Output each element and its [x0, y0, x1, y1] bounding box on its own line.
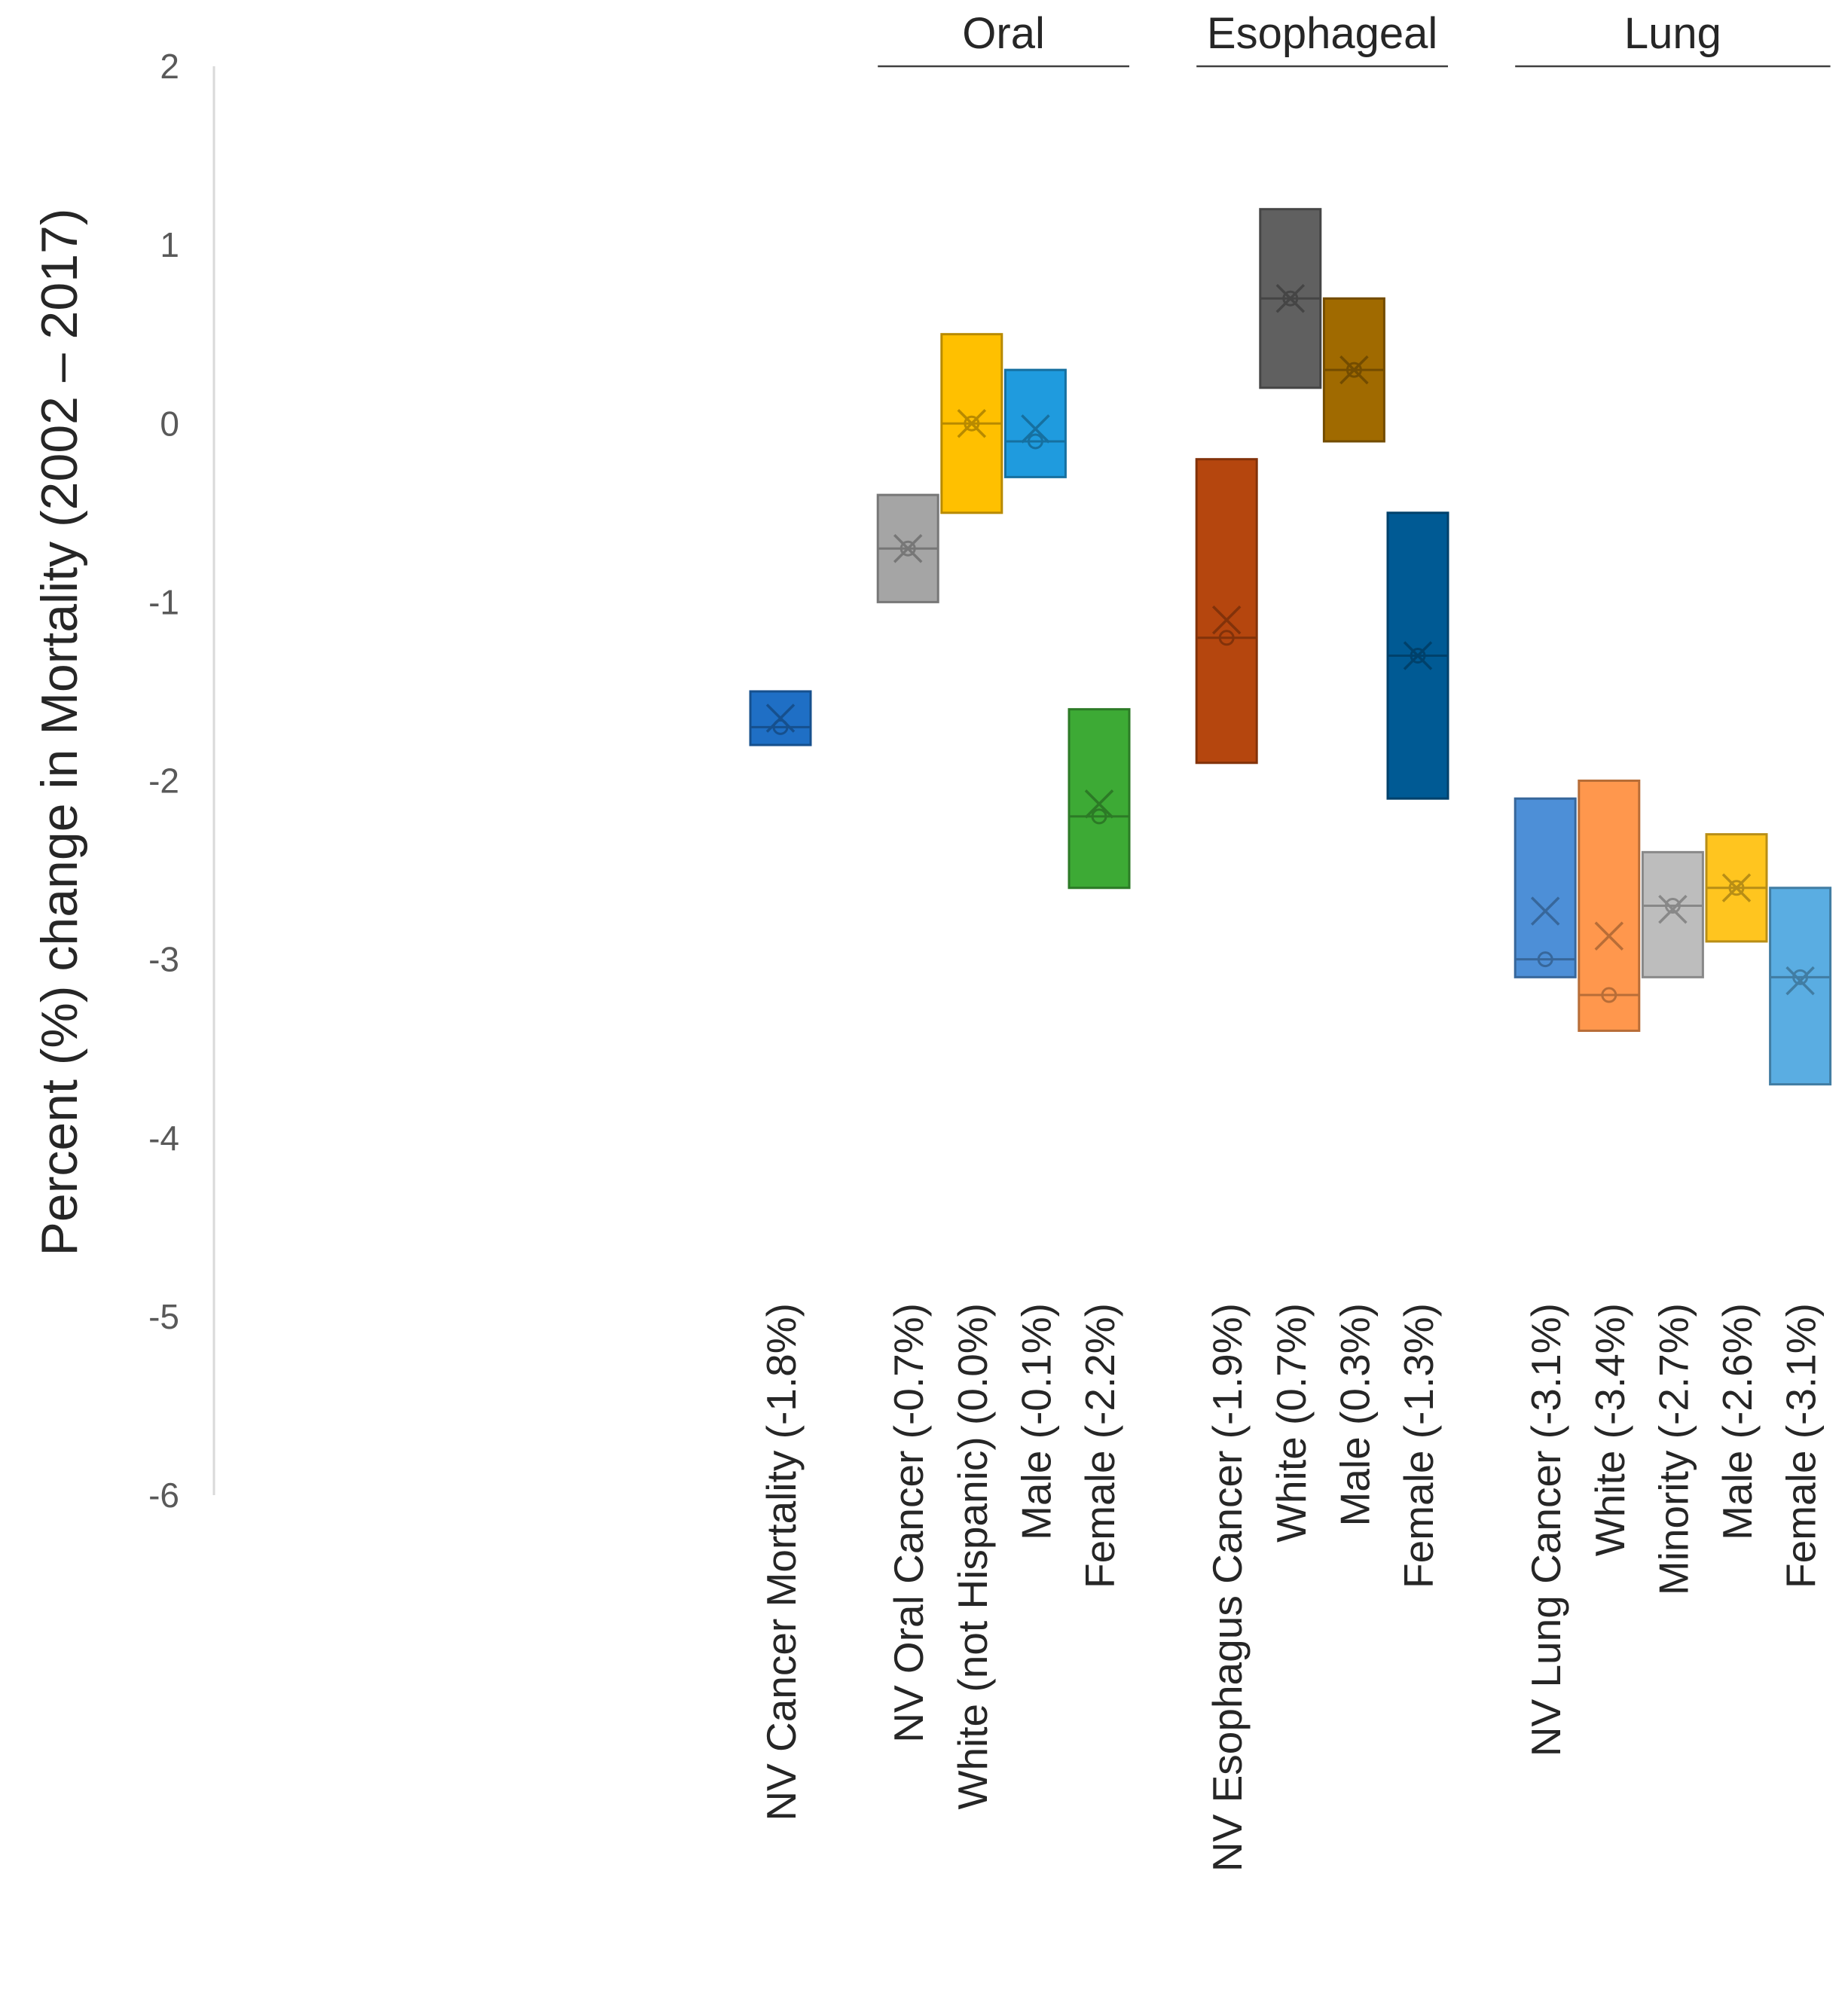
- group-label: Lung: [1624, 9, 1721, 58]
- mean-marker: [1211, 605, 1242, 635]
- box: [1578, 780, 1641, 1032]
- median-marker: [1792, 969, 1809, 985]
- median-marker: [1282, 290, 1299, 307]
- group-label: Esophageal: [1207, 9, 1437, 58]
- mean-marker: [1275, 284, 1306, 313]
- y-tick-label: 1: [160, 225, 179, 264]
- y-tick-label: -1: [148, 582, 179, 621]
- median-marker: [1346, 362, 1362, 378]
- category-label: Male (-0.1%): [1013, 1303, 1059, 1540]
- category-label: White (0.7%): [1268, 1303, 1315, 1543]
- category-label: Minority (-2.7%): [1650, 1303, 1697, 1595]
- y-tick-labels: 2 1 0 -1 -2 -3 -4 -5 -6: [148, 47, 179, 1515]
- mean-marker: [957, 409, 987, 438]
- median-marker: [900, 540, 916, 557]
- median-marker: [1091, 808, 1107, 825]
- category-label: NV Cancer Mortality (-1.8%): [758, 1303, 805, 1821]
- mean-marker: [1084, 789, 1114, 819]
- y-tick-label: -5: [148, 1297, 179, 1336]
- boxes: [749, 208, 1832, 1086]
- median-marker: [1601, 987, 1617, 1003]
- category-label: NV Esophagus Cancer (-1.9%): [1204, 1303, 1251, 1872]
- y-tick-label: -2: [148, 761, 179, 801]
- y-tick-label: -4: [148, 1119, 179, 1158]
- mean-marker: [1721, 873, 1752, 903]
- median-marker: [772, 719, 789, 735]
- box: [1195, 458, 1258, 765]
- mean-marker: [1594, 921, 1624, 951]
- box: [1068, 708, 1131, 890]
- median-marker: [1218, 630, 1235, 646]
- category-labels: NV Cancer Mortality (-1.8%) NV Oral Cance…: [758, 1303, 1825, 1872]
- category-label: NV Oral Cancer (-0.7%): [885, 1303, 932, 1743]
- mean-marker: [1021, 414, 1050, 444]
- group-headers: Oral Esophageal Lung: [878, 9, 1831, 68]
- mean-marker: [765, 704, 796, 733]
- y-tick-label: -6: [148, 1476, 179, 1515]
- median-marker: [964, 415, 980, 432]
- category-label: Male (-2.6%): [1714, 1303, 1761, 1540]
- box: [1003, 368, 1067, 478]
- median-marker: [1410, 648, 1426, 664]
- y-axis-title: Percent (%) change in Mortality (2002 – …: [31, 209, 88, 1256]
- mean-marker: [1403, 641, 1433, 670]
- box: [1514, 797, 1577, 978]
- category-label: Female (-1.3%): [1395, 1303, 1442, 1589]
- median-marker: [1027, 433, 1043, 450]
- median-marker: [1728, 880, 1745, 896]
- mean-marker: [1658, 894, 1688, 924]
- category-label: NV Lung Cancer (-3.1%): [1523, 1303, 1569, 1756]
- category-label: White (not Hispanic) (0.0%): [949, 1303, 996, 1809]
- mean-marker: [1530, 896, 1560, 926]
- group-label: Oral: [962, 9, 1045, 58]
- median-marker: [1537, 951, 1553, 968]
- mean-marker: [1339, 355, 1369, 385]
- y-tick-label: 0: [160, 404, 179, 443]
- mean-marker: [1785, 966, 1815, 996]
- mean-marker: [893, 533, 923, 563]
- median-marker: [1664, 897, 1681, 914]
- category-label: Female (-2.2%): [1077, 1303, 1123, 1589]
- box: [1641, 850, 1704, 978]
- category-label: Female (-3.1%): [1778, 1303, 1825, 1589]
- category-label: White (-3.4%): [1587, 1303, 1633, 1556]
- category-label: Male (0.3%): [1331, 1303, 1378, 1526]
- y-tick-label: -3: [148, 940, 179, 979]
- box: [1769, 887, 1832, 1086]
- y-tick-label: 2: [160, 47, 179, 86]
